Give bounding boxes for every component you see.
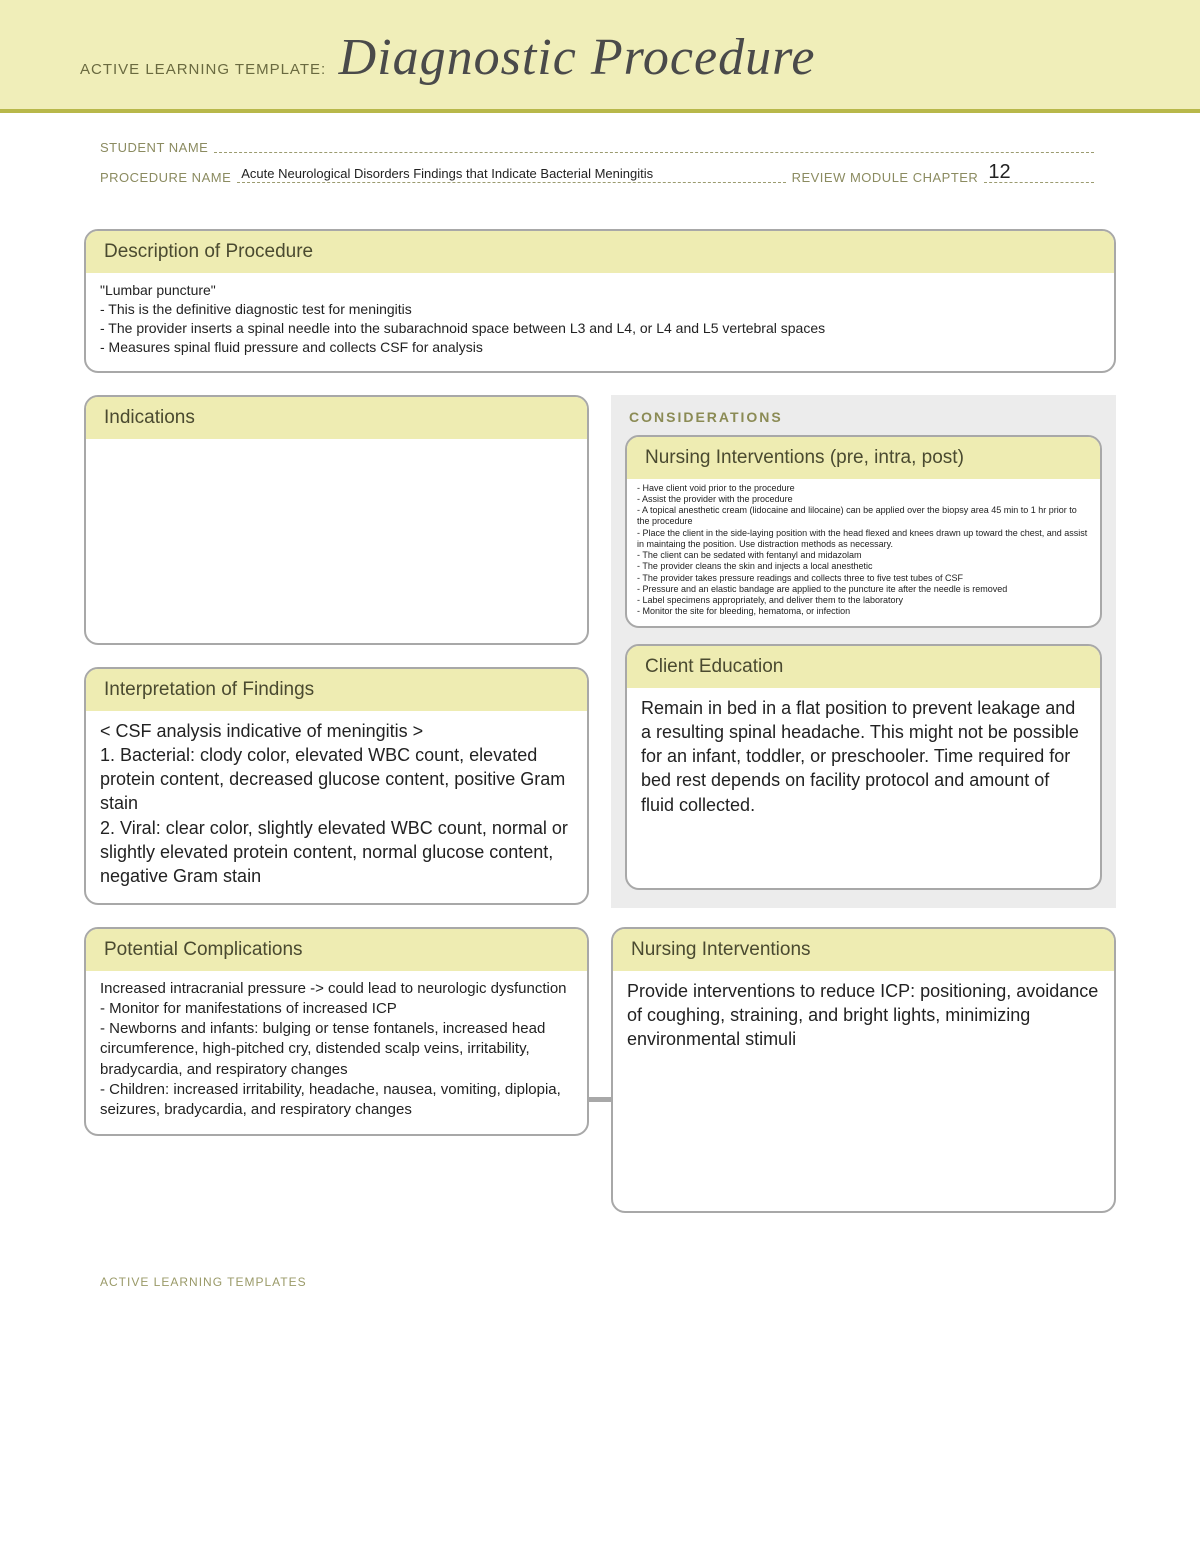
student-name-label: STUDENT NAME — [100, 140, 208, 155]
banner-prefix: ACTIVE LEARNING TEMPLATE: — [80, 61, 326, 78]
banner-title: Diagnostic Procedure — [339, 28, 816, 87]
complications-card: Potential Complications Increased intrac… — [84, 927, 589, 1137]
client-education-header: Client Education — [627, 646, 1100, 688]
description-body: "Lumbar puncture" - This is the definiti… — [86, 273, 1114, 371]
meta-section: STUDENT NAME PROCEDURE NAME Acute Neurol… — [0, 113, 1200, 209]
nursing-top-header: Nursing Interventions (pre, intra, post) — [627, 437, 1100, 479]
page-root: ACTIVE LEARNING TEMPLATE: Diagnostic Pro… — [0, 0, 1200, 1349]
title-banner: ACTIVE LEARNING TEMPLATE: Diagnostic Pro… — [0, 0, 1200, 113]
nursing-top-body: - Have client void prior to the procedur… — [627, 479, 1100, 626]
nursing-top-card: Nursing Interventions (pre, intra, post)… — [625, 435, 1102, 628]
content-area: Description of Procedure "Lumbar punctur… — [0, 209, 1200, 1235]
client-education-body: Remain in bed in a flat position to prev… — [627, 688, 1100, 888]
nursing-bottom-card: Nursing Interventions Provide interventi… — [611, 927, 1116, 1213]
interpretation-card: Interpretation of Findings < CSF analysi… — [84, 667, 589, 905]
right-col: CONSIDERATIONS Nursing Interventions (pr… — [611, 395, 1116, 927]
interpretation-body: < CSF analysis indicative of meningitis … — [86, 711, 587, 903]
considerations-box: CONSIDERATIONS Nursing Interventions (pr… — [611, 395, 1116, 908]
indications-card: Indications — [84, 395, 589, 645]
review-line: 12 — [984, 169, 1094, 183]
student-name-line — [214, 139, 1094, 153]
procedure-name-row: PROCEDURE NAME Acute Neurological Disord… — [100, 169, 1100, 185]
indications-header: Indications — [86, 397, 587, 439]
middle-row: Indications Interpretation of Findings <… — [84, 395, 1116, 927]
bottom-row: Potential Complications Increased intrac… — [84, 927, 1116, 1235]
indications-body — [86, 439, 587, 619]
bottom-left-col: Potential Complications Increased intrac… — [84, 927, 589, 1235]
footer-text: ACTIVE LEARNING TEMPLATES — [0, 1235, 1200, 1289]
client-education-card: Client Education Remain in bed in a flat… — [625, 644, 1102, 890]
interpretation-header: Interpretation of Findings — [86, 669, 587, 711]
procedure-name-value: Acute Neurological Disorders Findings th… — [241, 166, 653, 181]
complications-header: Potential Complications — [86, 929, 587, 971]
nursing-bottom-header: Nursing Interventions — [613, 929, 1114, 971]
procedure-name-label: PROCEDURE NAME — [100, 170, 231, 185]
description-header: Description of Procedure — [86, 231, 1114, 273]
review-value: 12 — [988, 161, 1010, 184]
card-connector — [589, 1097, 611, 1102]
left-col: Indications Interpretation of Findings <… — [84, 395, 589, 927]
student-name-row: STUDENT NAME — [100, 139, 1100, 155]
procedure-name-line: Acute Neurological Disorders Findings th… — [237, 169, 785, 183]
nursing-bottom-body: Provide interventions to reduce ICP: pos… — [613, 971, 1114, 1211]
review-label: REVIEW MODULE CHAPTER — [792, 170, 979, 185]
considerations-label: CONSIDERATIONS — [625, 409, 1102, 425]
complications-body: Increased intracranial pressure -> could… — [86, 971, 587, 1135]
bottom-right-col: Nursing Interventions Provide interventi… — [611, 927, 1116, 1235]
description-card: Description of Procedure "Lumbar punctur… — [84, 229, 1116, 373]
